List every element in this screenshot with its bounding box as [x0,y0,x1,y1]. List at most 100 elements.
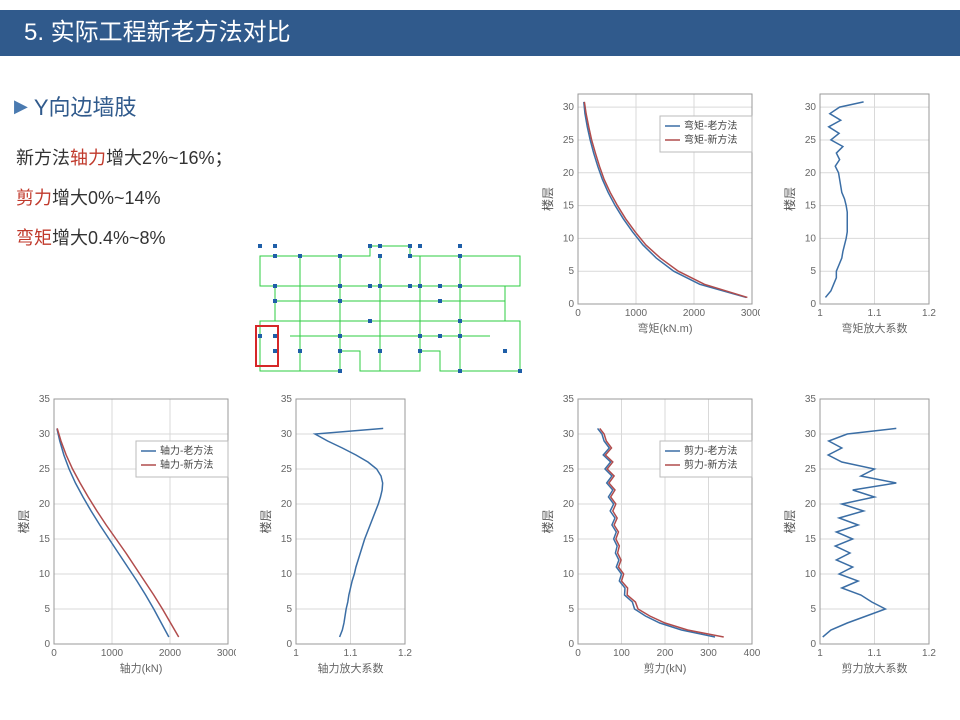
moment-svg: 0100020003000051015202530弯矩(kN.m)楼层弯矩-老方… [540,86,760,336]
svg-text:5: 5 [568,604,574,615]
svg-text:300: 300 [700,648,717,659]
svg-text:剪力放大系数: 剪力放大系数 [842,661,908,675]
svg-text:0: 0 [575,308,581,319]
svg-text:15: 15 [563,201,575,212]
axial_ratio-svg: 1 1.1 1.2 0 5 10 15 20 25 30 35 轴力放大系数 楼层 [258,391,413,676]
svg-text:1.1: 1.1 [344,648,358,659]
svg-text:10: 10 [281,569,293,580]
svg-text:25: 25 [281,464,293,475]
triangle-bullet-icon: ▶ [14,96,28,117]
floorplan-diagram [240,241,540,386]
axial_ratio-chart: 1 1.1 1.2 0 5 10 15 20 25 30 35 轴力放大系数 楼层 [258,391,413,676]
axial-svg: 010002000300005101520253035轴力(kN)楼层轴力-老方… [16,391,236,676]
svg-text:弯矩放大系数: 弯矩放大系数 [842,321,908,335]
svg-text:15: 15 [805,534,817,545]
svg-text:轴力放大系数: 轴力放大系数 [318,661,384,675]
svg-text:15: 15 [805,201,817,212]
moment-chart: 0100020003000051015202530弯矩(kN.m)楼层弯矩-老方… [540,86,760,336]
svg-text:5: 5 [568,266,574,277]
svg-text:3000: 3000 [741,308,760,319]
svg-text:0: 0 [51,648,57,659]
svg-text:200: 200 [657,648,674,659]
svg-text:10: 10 [805,233,817,244]
svg-text:30: 30 [39,429,51,440]
svg-text:0: 0 [810,639,816,650]
svg-text:10: 10 [805,569,817,580]
svg-text:0: 0 [286,639,292,650]
svg-text:5: 5 [286,604,292,615]
svg-text:0: 0 [568,299,574,310]
svg-text:25: 25 [563,135,575,146]
svg-text:20: 20 [563,168,575,179]
svg-text:15: 15 [39,534,51,545]
svg-text:25: 25 [805,464,817,475]
shear-chart: 010020030040005101520253035剪力(kN)楼层剪力-老方… [540,391,760,676]
svg-text:楼层: 楼层 [258,509,273,533]
svg-text:楼层: 楼层 [782,187,797,211]
shear-svg: 010020030040005101520253035剪力(kN)楼层剪力-老方… [540,391,760,676]
svg-text:剪力(kN): 剪力(kN) [644,661,687,675]
svg-text:0: 0 [568,639,574,650]
svg-text:30: 30 [805,429,817,440]
svg-text:5: 5 [810,266,816,277]
svg-text:1: 1 [293,648,299,659]
svg-text:35: 35 [563,394,575,405]
svg-text:20: 20 [39,499,51,510]
svg-text:20: 20 [281,499,293,510]
axial-chart: 010002000300005101520253035轴力(kN)楼层轴力-老方… [16,391,236,676]
svg-text:10: 10 [39,569,51,580]
shear_ratio-chart: 1 1.1 1.2 0 5 10 15 20 25 30 35 剪力放大系数 楼层 [782,391,937,676]
svg-text:35: 35 [281,394,293,405]
summary-line: 新方法轴力增大2%~16%； [16,144,233,170]
svg-text:0: 0 [44,639,50,650]
svg-text:1.2: 1.2 [922,308,936,319]
summary-line: 剪力增大0%~14% [16,184,161,210]
svg-text:25: 25 [563,464,575,475]
svg-text:弯矩(kN.m): 弯矩(kN.m) [638,321,693,335]
svg-text:剪力-老方法: 剪力-老方法 [684,444,737,457]
svg-text:楼层: 楼层 [782,509,797,533]
svg-text:25: 25 [805,135,817,146]
section-header: 5. 实际工程新老方法对比 [0,10,960,56]
svg-text:30: 30 [563,429,575,440]
svg-text:400: 400 [744,648,760,659]
svg-text:35: 35 [39,394,51,405]
svg-text:30: 30 [805,102,817,113]
svg-text:15: 15 [281,534,293,545]
moment_ratio-chart: 1 1.1 1.2 0 5 10 15 20 25 30 弯矩放大系数 楼层 [782,86,937,336]
svg-text:20: 20 [805,499,817,510]
svg-text:1.1: 1.1 [868,308,882,319]
svg-text:5: 5 [810,604,816,615]
svg-text:10: 10 [563,233,575,244]
svg-text:100: 100 [613,648,630,659]
svg-text:轴力-新方法: 轴力-新方法 [160,458,213,471]
svg-text:5: 5 [44,604,50,615]
svg-text:轴力-老方法: 轴力-老方法 [160,444,213,457]
svg-text:剪力-新方法: 剪力-新方法 [684,458,737,471]
svg-text:2000: 2000 [159,648,182,659]
svg-text:弯矩-老方法: 弯矩-老方法 [684,119,737,132]
svg-text:1.2: 1.2 [922,648,936,659]
bullet-text: Y向边墙肢 [34,90,137,122]
svg-text:1000: 1000 [101,648,124,659]
svg-text:20: 20 [805,168,817,179]
svg-text:3000: 3000 [217,648,236,659]
svg-text:25: 25 [39,464,51,475]
svg-text:楼层: 楼层 [540,187,555,211]
svg-text:1: 1 [817,308,823,319]
svg-text:30: 30 [281,429,293,440]
svg-text:1.2: 1.2 [398,648,412,659]
svg-text:20: 20 [563,499,575,510]
svg-text:1000: 1000 [625,308,648,319]
svg-text:1: 1 [817,648,823,659]
svg-text:1.1: 1.1 [868,648,882,659]
svg-text:楼层: 楼层 [540,509,555,533]
svg-text:弯矩-新方法: 弯矩-新方法 [684,133,737,146]
svg-text:10: 10 [563,569,575,580]
svg-text:35: 35 [805,394,817,405]
svg-text:0: 0 [575,648,581,659]
bullet-heading: ▶ Y向边墙肢 [14,90,137,122]
svg-text:0: 0 [810,299,816,310]
moment_ratio-svg: 1 1.1 1.2 0 5 10 15 20 25 30 弯矩放大系数 楼层 [782,86,937,336]
svg-text:2000: 2000 [683,308,706,319]
